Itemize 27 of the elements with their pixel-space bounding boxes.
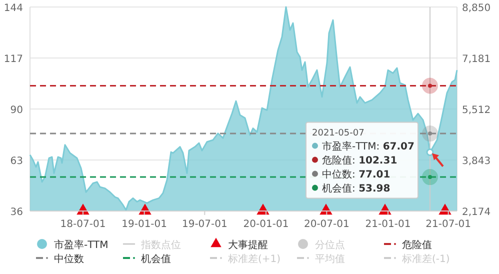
annotation: 危险值: 102.31 (322, 154, 398, 166)
legend-label: 中位数 (54, 253, 84, 265)
x-tick-label: 19-07-01 (182, 219, 228, 230)
legend-label: 机会值 (141, 253, 171, 265)
annotation: 机会值: 53.98 (322, 182, 390, 194)
x-tick-label: 18-07-01 (60, 219, 106, 230)
y-tick-label: 63 (10, 156, 23, 167)
legend-label: 市盈率-TTM (54, 239, 108, 251)
legend-label: 大事提醒 (228, 239, 268, 251)
y-tick-label: 36 (10, 207, 23, 218)
x-tick-label: 20-01-01 (243, 219, 289, 230)
y2-tick-label: 5,512 (462, 105, 491, 116)
legend-label: 危险值 (402, 239, 432, 251)
x-tick-label: 20-07-01 (304, 219, 350, 230)
annotation: 2021-05-07 (312, 128, 364, 138)
y-tick-label: 90 (10, 105, 23, 116)
x-tick-label: 19-01-01 (122, 219, 168, 230)
annotation: 市盈率-TTM: 67.07 (322, 140, 414, 152)
x-tick-label: 21-07-01 (426, 219, 472, 230)
y2-tick-label: 3,843 (462, 156, 491, 167)
y2-tick-label: 7,181 (462, 54, 491, 65)
y-tick-label: 117 (4, 54, 23, 65)
annotation: 中位数: 77.01 (322, 168, 390, 180)
y2-tick-label: 8,850 (462, 3, 491, 14)
x-tick-label: 21-01-01 (365, 219, 411, 230)
y-tick-label: 144 (4, 3, 23, 14)
y2-tick-label: 2,174 (462, 207, 491, 218)
